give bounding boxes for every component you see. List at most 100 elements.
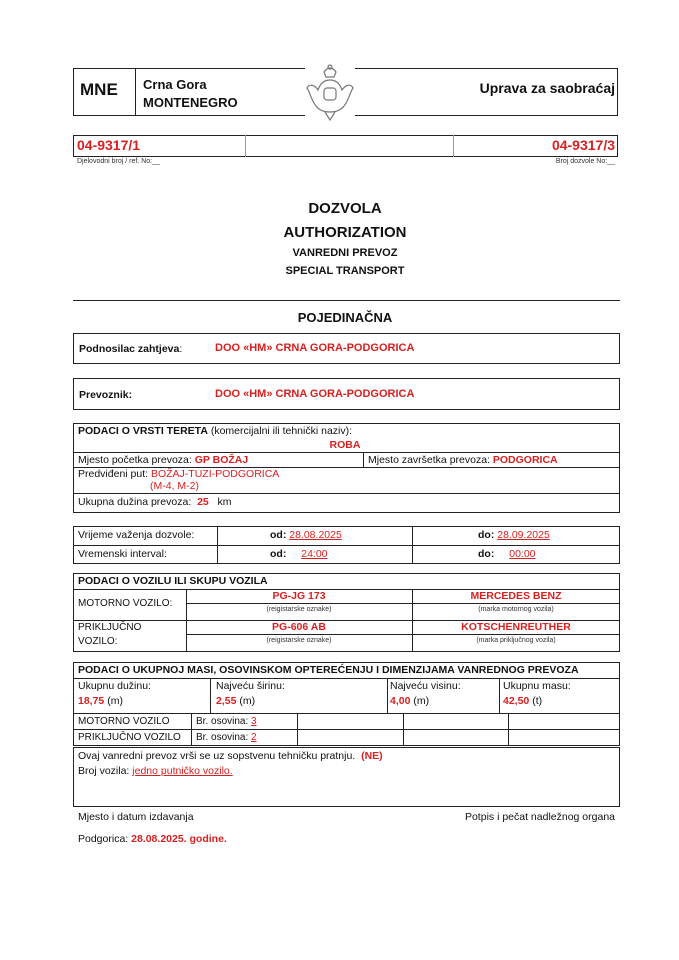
axles-label: Br. osovina: [196,716,249,727]
vehicle-heading: PODACI O VOZILU ILI SKUPU VOZILA [78,575,268,587]
escort-line: Ovaj vanredni prevoz vrši se uz sopstven… [78,750,383,762]
divider [297,713,298,746]
length-unit: km [217,496,232,508]
permit-caption: Broj dozvole No:__ [555,158,615,165]
from-time-wrap: od: 24:00 [270,548,340,560]
divider [73,589,620,590]
trailer-label: PRIKLJUČNO [78,622,142,633]
mass-table [73,662,620,746]
interval-label: Vremenski interval: [78,548,167,560]
divider [508,713,509,746]
to-label: do: [478,548,495,560]
max-width-label: Najveću širinu: [216,680,285,692]
route-value: BOŽAJ-TUZI-PODGORICA [150,468,280,480]
escort-count-line: Broj vozila: jedno putničko vozilo. [78,765,233,777]
motor-axles: 3 [251,716,257,727]
validity-label: Vrijeme važenja dozvole: [78,529,195,541]
signature-label: Potpis i pečat nadležnog organa [464,811,615,823]
start-wrap: Mjesto početka prevoza: GP BOŽAJ [78,454,248,466]
vehicle-table [73,573,620,652]
divider [245,135,246,157]
to-date: 28.09.2025 [497,529,550,541]
carrier-value: DOO «HM» CRNA GORA-PODGORICA [215,388,415,400]
unit: (m) [107,695,123,707]
motor-vehicle-label: MOTORNO VOZILO [78,716,170,727]
start-value: GP BOŽAJ [194,454,249,466]
title: DOZVOLA [308,200,382,217]
unit: (m) [413,695,430,707]
cargo-table [73,423,620,513]
divider [73,678,620,679]
permit-type: POJEDINAČNA [297,310,393,325]
trailer-label-2: VOZILO: [78,636,118,647]
authority-name: Uprava za saobraćaj [479,80,615,96]
start-label: Mjesto početka prevoza: [78,454,192,466]
applicant-box [73,333,620,364]
escort-text: Ovaj vanredni prevoz vrši se uz sopstven… [78,750,356,762]
divider [412,589,413,652]
route-label: Predviđeni put: [78,468,149,480]
divider [499,678,500,713]
length-value: 25 [197,496,209,508]
motor-make: MERCEDES BENZ [470,590,562,602]
trailer-axles: 2 [251,732,257,743]
to-time: 00:00 [509,548,536,560]
applicant-value: DOO «HM» CRNA GORA-PODGORICA [215,342,415,354]
divider [73,300,620,301]
divider [73,452,620,453]
total-length-label: Ukupnu dužinu: [78,680,151,692]
divider [73,713,620,714]
country-code: MNE [80,80,118,99]
subtitle: VANREDNI PREVOZ [292,247,398,259]
ref-caption: Djelovodni broj / ref. No:__ [77,158,160,165]
issue-line: Podgorica: 28.08.2025. godine. [78,833,227,845]
max-height-label: Najveću visinu: [390,680,461,692]
subtitle-en: SPECIAL TRANSPORT [285,265,405,277]
motor-plate: PG-JG 173 [272,590,326,602]
end-wrap: Mjesto završetka prevoza: PODGORICA [368,454,558,466]
axles-label: Br. osovina: [196,732,249,743]
from-time: 24:00 [301,548,328,560]
unit: (m) [239,695,256,707]
motor-label: MOTORNO VOZILO: [78,598,173,609]
divider [186,589,187,652]
max-height: 4,00 [390,695,411,707]
plate-caption: (reigistarske oznake) [266,637,332,644]
escort-box [73,747,620,807]
escort-count: jedno putničko vozilo. [132,765,233,777]
colon: : [179,343,183,355]
ref-number: 04-9317/1 [77,137,141,153]
escort-count-label: Broj vozila: [78,765,130,777]
trailer-make-caption: (marka priključnog vozila) [476,637,556,644]
divider [363,452,364,467]
carrier-label: Prevoznik: [79,389,133,401]
divider [73,729,620,730]
divider [210,678,211,713]
divider [217,526,218,564]
length-wrap: Ukupna dužina prevoza: 25 km [78,496,232,508]
country-name: Crna Gora [143,77,207,92]
end-value: PODGORICA [492,454,558,466]
applicant-label-wrap: Podnosilac zahtjeva: [79,343,182,355]
mass-heading: PODACI O UKUPNOJ MASI, OSOVINSKOM OPTERE… [78,664,579,676]
plate-caption: (reigistarske oznake) [266,606,332,613]
max-width-wrap: 2,55 (m) [216,695,255,707]
total-length-wrap: 18,75 (m) [78,695,123,707]
trailer-axles-wrap: Br. osovina: 2 [196,732,257,743]
trailer-make: KOTSCHENREUTHER [461,621,571,633]
total-mass-label: Ukupnu masu: [503,680,571,692]
total-mass: 42,50 [503,695,530,707]
route-roads: (M-4, M-2) [150,480,199,492]
permit-number: 04-9317/3 [551,137,615,153]
from-date: 28.08.2025 [289,529,342,541]
coat-of-arms-icon [305,62,355,124]
to-label: do: [478,529,495,541]
end-label: Mjesto završetka prevoza: [368,454,490,466]
motor-make-caption: (marka motornog vozila) [478,606,554,613]
escort-answer: (NE) [361,750,383,762]
total-length: 18,75 [78,695,105,707]
divider [73,620,620,621]
place-date-label: Mjesto i datum izdavanja [78,811,194,823]
cargo-heading: PODACI O VRSTI TERETA [78,425,208,437]
